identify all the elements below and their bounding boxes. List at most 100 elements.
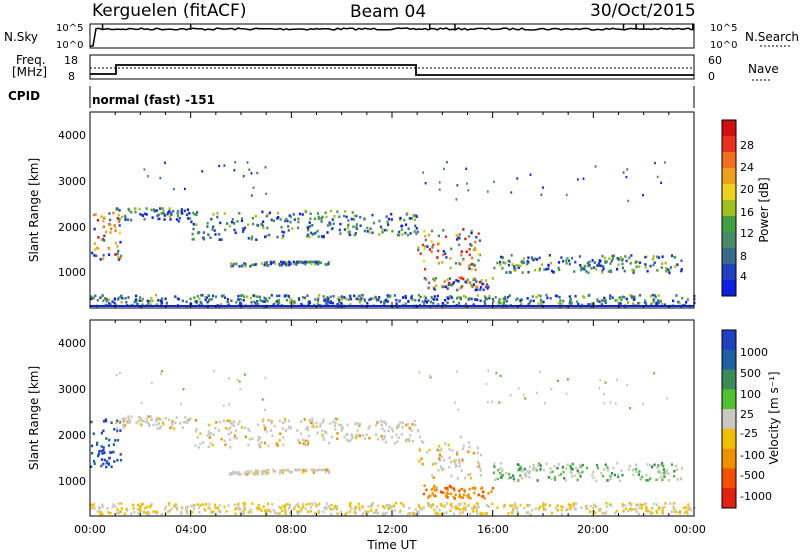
- echo-cell: [164, 297, 167, 301]
- echo-cell: [102, 299, 105, 303]
- echo-cell: [419, 295, 422, 299]
- echo-cell: [155, 423, 158, 427]
- echo-cell: [527, 472, 530, 475]
- echo-cell: [121, 215, 124, 219]
- echo-cell: [251, 502, 254, 505]
- echo-cell: [154, 293, 158, 297]
- echo-cell: [119, 372, 121, 375]
- echo-cell: [306, 294, 309, 297]
- echo-cell: [651, 511, 654, 514]
- echo-cell: [429, 376, 432, 379]
- echo-cell: [407, 300, 410, 303]
- echo-cell: [569, 464, 572, 468]
- echo-cell: [560, 512, 563, 516]
- echo-cell: [272, 219, 275, 223]
- echo-cell: [120, 254, 123, 258]
- echo-cell: [158, 217, 161, 221]
- echo-cell: [415, 214, 418, 218]
- echo-cell: [651, 257, 654, 261]
- echo-cell: [113, 460, 116, 463]
- colorbar-frame: [721, 329, 737, 509]
- echo-cell: [444, 285, 447, 289]
- echo-cell: [135, 421, 138, 424]
- echo-cell: [436, 303, 439, 306]
- echo-cell: [230, 220, 234, 224]
- echo-cell: [477, 493, 480, 497]
- echo-cell: [354, 506, 357, 510]
- echo-cell: [383, 228, 387, 232]
- echo-cell: [264, 428, 267, 431]
- echo-cell: [313, 217, 316, 221]
- echo-cell: [515, 264, 518, 267]
- colorbar-swatch: [722, 264, 736, 281]
- echo-cell: [300, 507, 303, 511]
- echo-cell: [141, 213, 144, 217]
- echo-cell: [348, 230, 351, 234]
- echo-cell: [226, 222, 229, 225]
- echo-cell: [393, 294, 396, 297]
- echo-cell: [312, 423, 315, 426]
- echo-cell: [608, 257, 611, 260]
- echo-cell: [164, 161, 166, 164]
- echo-cell: [483, 497, 486, 500]
- echo-cell: [632, 302, 635, 305]
- echo-cell: [349, 501, 352, 505]
- echo-cell: [548, 254, 551, 257]
- echo-cell: [324, 211, 327, 215]
- echo-cell: [278, 439, 281, 442]
- echo-cell: [374, 511, 377, 514]
- echo-cell: [399, 421, 402, 424]
- echo-cell: [326, 231, 329, 234]
- echo-cell: [103, 451, 106, 455]
- echo-cell: [195, 300, 198, 303]
- echo-cell: [360, 297, 363, 300]
- echo-cell: [361, 505, 364, 508]
- echo-cell: [414, 298, 417, 302]
- echo-cell: [113, 298, 116, 301]
- echo-cell: [427, 504, 430, 508]
- echo-cell: [650, 303, 653, 306]
- echo-cell: [451, 506, 454, 509]
- echo-cell: [480, 495, 483, 498]
- echo-cell: [222, 294, 225, 297]
- echo-cell: [358, 422, 361, 426]
- echo-cell: [98, 450, 101, 453]
- echo-cell: [506, 296, 510, 299]
- freq-series-line: [90, 64, 694, 76]
- echo-cell: [257, 503, 260, 507]
- echo-cell: [458, 489, 461, 493]
- echo-cell: [493, 266, 496, 270]
- echo-cell: [256, 295, 259, 299]
- echo-cell: [457, 276, 461, 280]
- echo-cell: [130, 415, 133, 419]
- echo-cell: [130, 512, 133, 516]
- echo-cell: [117, 213, 120, 217]
- echo-cell: [136, 508, 139, 511]
- echo-cell: [439, 490, 443, 494]
- echo-cell: [339, 232, 342, 235]
- echo-cell: [442, 249, 445, 253]
- echo-cell: [357, 502, 360, 506]
- echo-cell: [298, 260, 301, 264]
- echo-cell: [151, 216, 154, 219]
- velocity-cbar-tick-m100: -100: [740, 449, 765, 462]
- echo-cell: [263, 300, 266, 303]
- echo-cell: [95, 254, 98, 258]
- echo-cell: [387, 507, 390, 510]
- echo-cell: [377, 298, 380, 302]
- echo-cell: [572, 505, 575, 508]
- colorbar-swatch: [722, 369, 736, 390]
- echo-cell: [97, 247, 100, 251]
- echo-cell: [529, 512, 532, 516]
- echo-cell: [124, 216, 127, 219]
- echo-cell: [565, 259, 568, 262]
- echo-cell: [444, 486, 447, 490]
- echo-cell: [636, 503, 640, 507]
- echo-cell: [384, 301, 387, 304]
- echo-cell: [242, 512, 245, 515]
- echo-cell: [264, 235, 267, 239]
- echo-cell: [458, 458, 461, 461]
- echo-cell: [249, 296, 252, 300]
- echo-cell: [211, 443, 214, 447]
- echo-cell: [500, 255, 503, 259]
